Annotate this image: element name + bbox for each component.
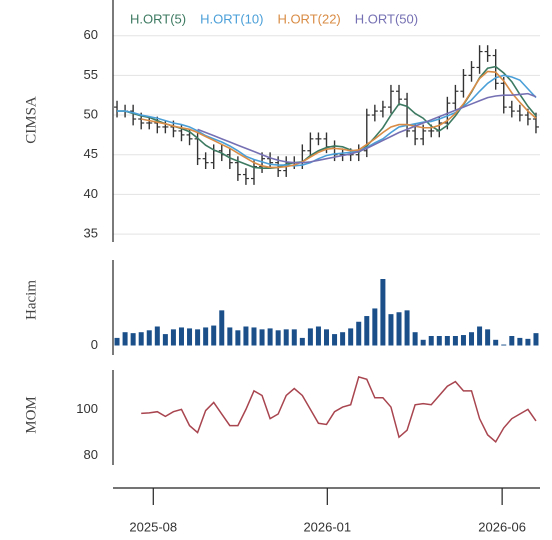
- volume-bar: [340, 332, 346, 346]
- x-tick-label: 2026-06: [478, 519, 526, 534]
- volume-bar: [122, 332, 128, 346]
- volume-bar: [372, 308, 378, 346]
- volume-bar: [283, 329, 289, 346]
- volume-bar: [517, 337, 523, 346]
- legend-label: H.ORT(50): [355, 11, 418, 26]
- legend-label: H.ORT(10): [200, 11, 263, 26]
- volume-bar: [493, 339, 499, 346]
- volume-bar: [501, 344, 507, 346]
- volume-bar: [404, 310, 410, 346]
- volume-bar: [178, 327, 184, 346]
- volume-bar: [219, 310, 225, 346]
- ma-line: [197, 92, 537, 164]
- volume-bar: [460, 335, 466, 346]
- volume-bar: [291, 329, 297, 346]
- volume-bar: [364, 316, 370, 346]
- volume-bar: [195, 329, 201, 346]
- volume-bar: [203, 327, 209, 346]
- volume-bar: [138, 332, 144, 346]
- volume-bar: [307, 328, 313, 346]
- y-axis-label: CIMSA: [23, 96, 39, 144]
- ma-line: [117, 74, 537, 167]
- y-tick-label: 80: [84, 447, 98, 462]
- y-tick-label: 50: [84, 106, 98, 121]
- volume-bar: [315, 326, 321, 346]
- volume-bar: [436, 336, 442, 346]
- ma-line: [141, 70, 537, 169]
- volume-bar: [187, 328, 193, 346]
- volume-bar: [299, 337, 305, 346]
- legend-label: H.ORT(22): [277, 11, 340, 26]
- y-axis-label: MOM: [23, 396, 39, 434]
- volume-bar: [525, 338, 531, 346]
- momentum-line: [141, 376, 537, 443]
- y-tick-label: 0: [91, 337, 98, 352]
- volume-bar: [146, 330, 152, 346]
- volume-bar: [509, 336, 515, 346]
- volume-bar: [211, 325, 217, 346]
- volume-bar: [420, 339, 426, 346]
- volume-bar: [533, 333, 539, 346]
- volume-bar: [235, 330, 241, 346]
- volume-bar: [259, 329, 265, 346]
- volume-bar: [267, 328, 273, 346]
- y-tick-label: 35: [84, 226, 98, 241]
- volume-bar: [251, 327, 257, 346]
- volume-bar: [130, 333, 136, 346]
- volume-bar: [154, 326, 160, 346]
- volume-bar: [485, 329, 491, 346]
- volume-bar: [412, 332, 418, 346]
- x-tick-label: 2026-01: [303, 519, 351, 534]
- volume-bar: [396, 312, 402, 346]
- volume-bar: [388, 314, 394, 346]
- x-tick-label: 2025-08: [129, 519, 177, 534]
- volume-bar: [380, 279, 386, 346]
- y-tick-label: 100: [76, 401, 98, 416]
- volume-bar: [348, 328, 354, 346]
- y-tick-label: 40: [84, 186, 98, 201]
- volume-bar: [477, 326, 483, 346]
- volume-bar: [444, 336, 450, 346]
- volume-bar: [170, 329, 176, 346]
- y-tick-label: 45: [84, 146, 98, 161]
- y-tick-label: 60: [84, 27, 98, 42]
- volume-bar: [452, 336, 458, 346]
- volume-bar: [275, 330, 281, 346]
- volume-bar: [162, 334, 168, 346]
- y-axis-label: Hacim: [23, 280, 39, 320]
- volume-bar: [324, 329, 329, 346]
- volume-bar: [227, 327, 233, 346]
- y-tick-label: 55: [84, 67, 98, 82]
- volume-bar: [332, 334, 338, 346]
- volume-bar: [243, 326, 249, 346]
- volume-bar: [356, 321, 362, 346]
- volume-bar: [469, 332, 475, 346]
- legend-label: H.ORT(5): [130, 11, 186, 26]
- volume-bar: [114, 337, 120, 346]
- volume-bar: [428, 336, 434, 346]
